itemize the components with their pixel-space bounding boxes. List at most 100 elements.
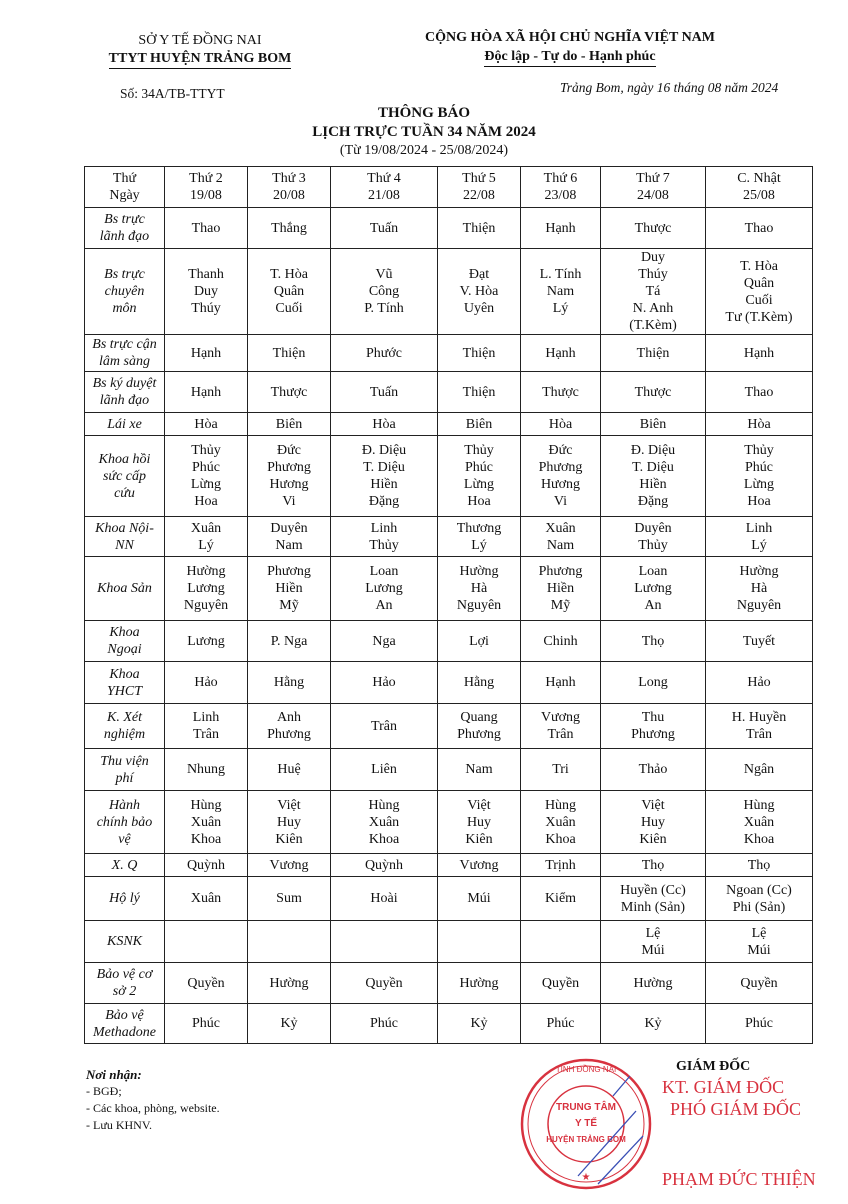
cell-line: Hạnh [743,345,775,361]
cell-line: Linh [192,710,220,725]
cell-line: Biên [465,416,493,432]
cell-line: Hảo [372,675,396,690]
row-label: Khoa Nội- NN [84,516,165,557]
duty-cell: T. Hòa Quân Cuối [247,248,331,335]
table-row: Lái xe Hòa Biên Hòa Biên Hòa Biên Hòa [84,412,813,436]
doc-number: Số: 34A/TB-TTYT [120,86,225,101]
cell-line: Kiên [465,831,493,847]
duty-cell: Đạt V. Hòa Uyên [437,248,521,335]
cell-line: cứu [114,485,135,501]
duty-cell: Phước [330,334,438,372]
org-header: SỞ Y TẾ ĐỒNG NAI TTYT HUYỆN TRẢNG BOM [90,32,310,69]
cell-line: Huy [640,814,666,830]
duty-cell: Kiểm [520,876,601,921]
header-cell: Thứ 2 19/08 [164,166,248,208]
duty-cell: Đ. Diệu T. Diệu Hiền Đặng [330,435,438,517]
duty-cell: Thanh Duy Thúy [164,248,248,335]
cell-line: Vi [282,494,296,509]
cell-line: Liên [371,762,397,777]
duty-cell: Biên [600,412,706,436]
duty-cell: Lệ Múi [600,920,706,963]
duty-cell: Thược [247,371,331,413]
duty-cell: Trịnh [520,853,601,877]
cell-line: phí [115,770,134,786]
cell-line: Quyền [187,975,225,991]
cell-line: Long [638,675,668,690]
cell-line: Thứ 5 [462,171,496,186]
cell-line: 22/08 [463,188,495,203]
duty-cell: Phúc [164,1003,248,1044]
cell-line: X. Q [111,857,138,873]
duty-cell: Vương [247,853,331,877]
cell-line: Methadone [93,1024,156,1040]
duty-cell: Thao [164,207,248,249]
duty-cell: Hảo [164,661,248,704]
cell-line: Lừng [190,477,222,492]
duty-cell: Quang Phương [437,703,521,749]
duty-cell: Quỳnh [164,853,248,877]
duty-cell: Hảo [705,661,813,704]
row-label: Hộ lý [84,876,165,921]
row-label: Lái xe [84,412,165,436]
cell-line: Thiện [462,220,496,236]
duty-cell: Tuấn [330,371,438,413]
duty-cell: Kỷ [600,1003,706,1044]
duty-cell: Phương Hiền Mỹ [520,556,601,621]
cell-line: Hùng [743,797,775,813]
cell-line: Duyên [270,520,308,536]
cell-line: Kỷ [280,1016,298,1031]
cell-line: môn [112,301,137,316]
row-label: Bs trực lãnh đạo [84,207,165,249]
duty-cell: Hoài [330,876,438,921]
duty-cell: Thương Lý [437,516,521,557]
cell-line: Hảo [194,675,218,690]
cell-line: Đạt [468,267,490,282]
cell-line: Đức [277,443,301,458]
svg-text:TRUNG TÂM: TRUNG TÂM [556,1100,616,1113]
duty-cell: Trân [330,703,438,749]
duty-cell: Hòa [164,412,248,436]
cell-line: Hường [269,975,309,991]
cell-line: Uyên [463,301,495,316]
cell-line: Lương [365,581,403,596]
cell-line: Đặng [368,494,400,509]
duty-cell: Huệ [247,748,331,791]
duty-cell: Linh Thủy [330,516,438,557]
duty-cell: T. Hòa Quân Cuối Tư (T.Kèm) [705,248,813,335]
duty-cell: Ngân [705,748,813,791]
duty-cell: Thủy Phúc Lừng Hoa [437,435,521,517]
duty-cell: Quyền [330,962,438,1004]
cell-line: Phương [538,460,583,475]
duty-cell: Biên [437,412,521,436]
duty-cell: Thủy Phúc Lừng Hoa [164,435,248,517]
duty-cell: Hạnh [164,371,248,413]
svg-text:HUYỆN TRẢNG BOM: HUYỆN TRẢNG BOM [546,1135,626,1144]
cell-line: Khoa [368,831,400,847]
signature-kt: KT. GIÁM ĐỐC [662,1077,785,1097]
cell-line: Hằng [463,675,495,690]
cell-line: Đ. Diệu [361,443,407,458]
duty-cell: Nam [437,748,521,791]
duty-cell: Quyền [520,962,601,1004]
cell-line: Hà [470,581,488,596]
cell-line: Khoa hồi [98,451,151,467]
signature-deputy: PHÓ GIÁM ĐỐC [670,1099,802,1119]
duty-cell: H. Huyền Trân [705,703,813,749]
title-line1: THÔNG BÁO [377,105,471,121]
duty-cell: Hòa [330,412,438,436]
cell-line: YHCT [106,683,143,699]
duty-cell: Anh Phương [247,703,331,749]
cell-line: Chinh [543,633,578,649]
table-row: Hộ lý Xuân Sum Hoài Múi Kiểm Huyền (Cc) Minh (S… [84,876,813,921]
cell-line: Lái xe [107,416,142,432]
cell-line: Hoài [370,891,398,906]
cell-line: 25/08 [743,188,775,203]
cell-line: Xuân [190,891,222,906]
cell-line: Huệ [277,762,301,777]
duty-cell: Thược [600,207,706,249]
org-parent: SỞ Y TẾ ĐỒNG NAI [138,33,262,48]
cell-line: Thọ [641,857,665,873]
recipient-item: - Lưu KHNV. [86,1118,152,1132]
cell-line: Thứ 7 [636,171,670,186]
cell-line: An [375,598,393,613]
